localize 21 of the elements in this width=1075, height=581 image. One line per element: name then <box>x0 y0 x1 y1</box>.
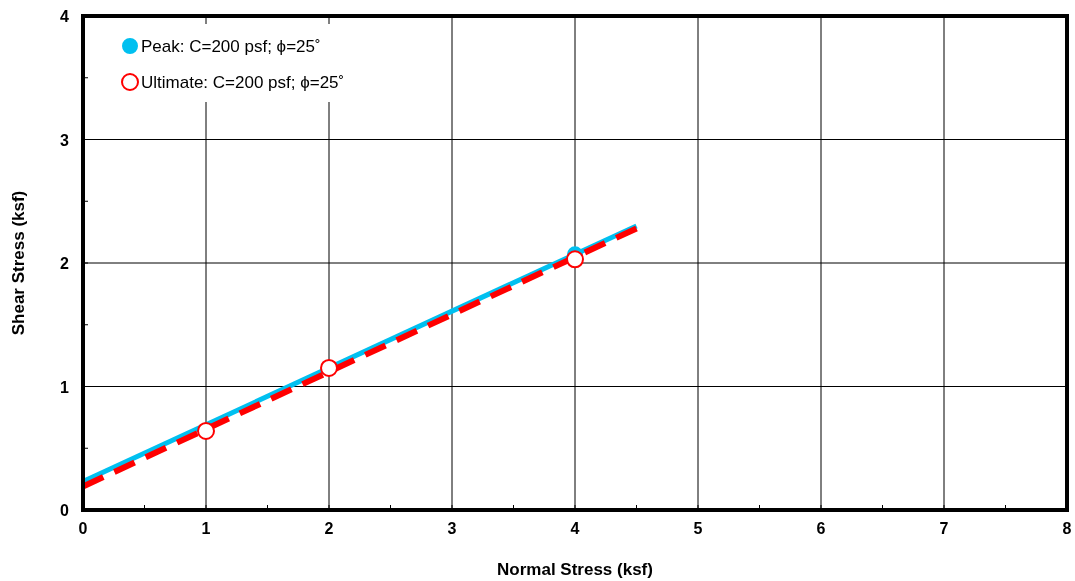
point <box>566 250 584 269</box>
x-tick-label: 4 <box>570 520 580 537</box>
point <box>320 358 338 377</box>
legend-label: Ultimate: C=200 psf; ϕ=25˚ <box>141 73 345 92</box>
x-tick-label: 3 <box>447 520 457 537</box>
y-tick-label: 1 <box>60 378 70 396</box>
x-tick-label: 1 <box>201 520 211 537</box>
legend-label: Peak: C=200 psf; ϕ=25˚ <box>141 37 321 56</box>
x-tick-label: 2 <box>324 520 334 537</box>
point <box>197 421 215 440</box>
x-tick-label: 0 <box>78 520 88 537</box>
y-axis-title: Shear Stress (ksf) <box>9 190 28 336</box>
x-axis-title: Normal Stress (ksf) <box>497 560 653 579</box>
y-tick-label: 3 <box>60 131 70 149</box>
y-tick-label: 2 <box>60 255 70 272</box>
x-tick-label: 7 <box>939 520 949 537</box>
x-tick-label: 5 <box>693 520 703 537</box>
x-tick-label: 8 <box>1062 520 1072 537</box>
x-tick-label: 6 <box>816 520 826 537</box>
y-tick-label: 4 <box>60 8 70 25</box>
y-tick-label: 0 <box>60 502 70 519</box>
